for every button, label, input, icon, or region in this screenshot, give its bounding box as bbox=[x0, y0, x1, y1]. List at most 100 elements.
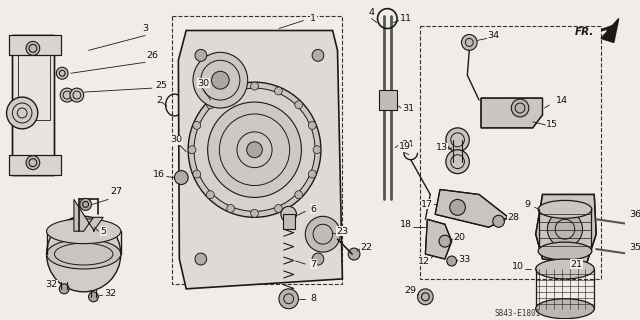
Bar bbox=[172, 16, 342, 284]
Circle shape bbox=[60, 284, 69, 294]
Circle shape bbox=[312, 49, 324, 61]
Text: 29: 29 bbox=[404, 286, 417, 295]
Text: 9: 9 bbox=[525, 200, 531, 209]
Text: 5: 5 bbox=[100, 227, 106, 236]
Circle shape bbox=[493, 215, 504, 227]
Circle shape bbox=[188, 146, 196, 154]
Text: 28: 28 bbox=[508, 213, 519, 222]
Circle shape bbox=[554, 262, 564, 272]
Circle shape bbox=[312, 253, 324, 265]
Text: 25: 25 bbox=[156, 81, 168, 90]
Ellipse shape bbox=[536, 299, 595, 319]
Circle shape bbox=[447, 256, 456, 266]
Text: 14: 14 bbox=[556, 96, 568, 105]
Circle shape bbox=[446, 128, 469, 152]
Text: 31: 31 bbox=[403, 103, 415, 113]
Text: 27: 27 bbox=[110, 187, 122, 196]
Circle shape bbox=[295, 191, 303, 199]
Circle shape bbox=[251, 209, 259, 217]
Circle shape bbox=[305, 216, 340, 252]
Text: 12: 12 bbox=[419, 257, 430, 266]
Text: 4: 4 bbox=[369, 8, 374, 17]
Text: 36: 36 bbox=[629, 210, 640, 219]
Circle shape bbox=[227, 204, 234, 212]
Polygon shape bbox=[283, 214, 294, 229]
Text: 1: 1 bbox=[310, 14, 316, 23]
Circle shape bbox=[308, 121, 316, 129]
Text: 26: 26 bbox=[146, 51, 158, 60]
Circle shape bbox=[26, 41, 40, 55]
Circle shape bbox=[70, 88, 84, 102]
Text: 7: 7 bbox=[310, 260, 316, 268]
Circle shape bbox=[275, 87, 282, 95]
Polygon shape bbox=[435, 189, 508, 227]
Text: 16: 16 bbox=[153, 170, 165, 179]
Circle shape bbox=[193, 121, 201, 129]
Circle shape bbox=[207, 101, 214, 109]
Text: 8: 8 bbox=[310, 294, 316, 303]
Circle shape bbox=[295, 101, 303, 109]
Text: 30: 30 bbox=[198, 79, 210, 88]
Text: 20: 20 bbox=[454, 233, 465, 242]
Text: S843-E1801: S843-E1801 bbox=[495, 309, 541, 318]
Text: 24: 24 bbox=[401, 140, 413, 149]
Polygon shape bbox=[74, 199, 103, 231]
Circle shape bbox=[194, 88, 315, 211]
Circle shape bbox=[281, 206, 296, 222]
Ellipse shape bbox=[47, 239, 121, 269]
Circle shape bbox=[625, 249, 636, 259]
Polygon shape bbox=[12, 36, 54, 175]
Bar bbox=[420, 26, 601, 279]
Polygon shape bbox=[601, 19, 619, 43]
Polygon shape bbox=[481, 98, 543, 128]
Circle shape bbox=[56, 67, 68, 79]
Circle shape bbox=[439, 235, 451, 247]
Text: FR.: FR. bbox=[575, 28, 595, 37]
Circle shape bbox=[308, 170, 316, 178]
Circle shape bbox=[450, 199, 465, 215]
Text: 23: 23 bbox=[336, 227, 348, 236]
Text: 30: 30 bbox=[170, 135, 182, 144]
Circle shape bbox=[195, 253, 207, 265]
Polygon shape bbox=[378, 90, 397, 110]
Circle shape bbox=[80, 198, 92, 210]
Circle shape bbox=[175, 171, 188, 185]
Text: 17: 17 bbox=[421, 200, 433, 209]
Text: 34: 34 bbox=[488, 31, 500, 40]
Text: 18: 18 bbox=[400, 220, 412, 229]
Circle shape bbox=[446, 150, 469, 173]
Circle shape bbox=[275, 204, 282, 212]
Circle shape bbox=[547, 211, 582, 247]
Circle shape bbox=[47, 216, 121, 292]
Polygon shape bbox=[536, 195, 596, 264]
Text: 22: 22 bbox=[361, 243, 372, 252]
Circle shape bbox=[193, 52, 248, 108]
Polygon shape bbox=[8, 36, 61, 55]
Circle shape bbox=[625, 219, 636, 229]
Text: 35: 35 bbox=[629, 243, 640, 252]
Circle shape bbox=[461, 35, 477, 50]
Circle shape bbox=[193, 170, 201, 178]
Text: 13: 13 bbox=[436, 143, 448, 152]
Circle shape bbox=[207, 102, 301, 197]
Text: 11: 11 bbox=[400, 14, 412, 23]
Circle shape bbox=[212, 71, 229, 89]
Ellipse shape bbox=[538, 200, 592, 218]
Text: 19: 19 bbox=[399, 142, 411, 151]
Circle shape bbox=[195, 49, 207, 61]
Circle shape bbox=[188, 82, 321, 217]
Circle shape bbox=[227, 87, 234, 95]
Text: 10: 10 bbox=[512, 262, 524, 271]
Text: 32: 32 bbox=[104, 289, 116, 298]
Circle shape bbox=[60, 88, 74, 102]
Text: 6: 6 bbox=[310, 205, 316, 214]
Polygon shape bbox=[426, 219, 452, 259]
Circle shape bbox=[88, 292, 99, 302]
Ellipse shape bbox=[538, 242, 592, 260]
Ellipse shape bbox=[47, 219, 121, 244]
Circle shape bbox=[511, 99, 529, 117]
Circle shape bbox=[417, 289, 433, 305]
Circle shape bbox=[313, 146, 321, 154]
Polygon shape bbox=[8, 155, 61, 175]
Text: 2: 2 bbox=[156, 96, 162, 105]
